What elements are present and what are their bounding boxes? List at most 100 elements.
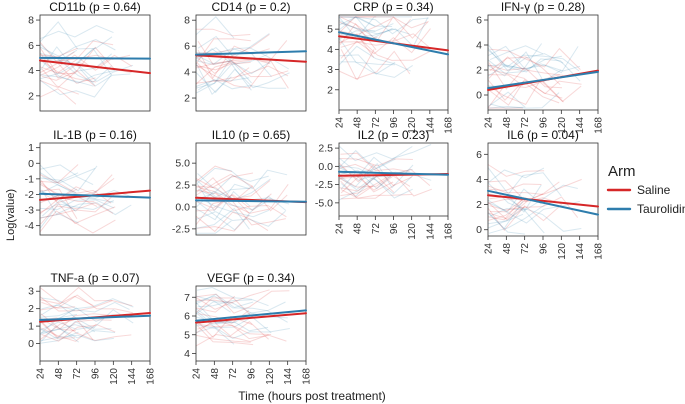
trajectory-line xyxy=(195,16,235,39)
trajectory-line xyxy=(487,45,579,74)
trajectory-line xyxy=(340,175,414,197)
trajectory-line xyxy=(339,33,375,58)
trend-line-taurolidine xyxy=(39,56,151,60)
trajectory-line xyxy=(39,199,115,211)
y-tick-label: 0.0 xyxy=(318,161,333,173)
x-tick-label: 96 xyxy=(389,117,400,129)
trajectory-line xyxy=(195,46,272,75)
trajectory-line xyxy=(338,16,393,31)
panel-title: IL6 (p = 0.04) xyxy=(507,128,579,142)
trajectory-line xyxy=(197,185,288,212)
trajectory-line xyxy=(488,202,526,221)
x-tick-label: 168 xyxy=(594,243,605,260)
y-tick-label: 4 xyxy=(184,67,190,79)
trajectory-line xyxy=(197,299,252,308)
x-tick-label: 72 xyxy=(228,368,239,380)
y-tick-label: 3 xyxy=(28,286,34,298)
trajectory-line xyxy=(39,49,78,62)
trajectory-line xyxy=(40,321,76,339)
trajectory-line xyxy=(40,213,79,224)
x-tick-label: 96 xyxy=(539,243,550,255)
trajectory-line xyxy=(195,198,271,231)
trajectory-line xyxy=(487,188,542,213)
trajectory-line xyxy=(195,59,289,89)
x-tick-label: 120 xyxy=(407,223,418,240)
trajectory-line xyxy=(341,194,412,200)
y-tick-label: 8 xyxy=(28,15,34,27)
x-tick-label: 48 xyxy=(353,117,364,129)
trajectory-line xyxy=(338,146,413,170)
trajectory-line xyxy=(39,319,112,338)
trajectory-line xyxy=(338,16,376,27)
y-tick-label: 2.5 xyxy=(175,180,190,192)
trajectory-line xyxy=(338,144,432,162)
trend-line-saline xyxy=(195,54,307,63)
y-tick-label: -2.5 xyxy=(315,179,333,191)
x-tick-label: 24 xyxy=(484,243,495,255)
trajectory-line xyxy=(39,74,94,87)
trajectory-line xyxy=(340,61,413,78)
trajectory-line xyxy=(39,164,94,186)
trajectory-line xyxy=(487,164,545,177)
panel-title: CD14 (p = 0.2) xyxy=(211,0,290,14)
x-tick-label: 96 xyxy=(91,368,102,380)
y-tick-label: -5.0 xyxy=(315,197,333,209)
trajectory-line xyxy=(487,180,560,202)
y-tick-label: 3 xyxy=(327,64,333,76)
trend-line-saline xyxy=(487,194,599,208)
trajectory-line xyxy=(40,320,96,340)
trajectory-line xyxy=(338,162,414,189)
y-tick-label: 2 xyxy=(28,90,34,102)
x-tick-label: 120 xyxy=(265,368,276,385)
trajectory-line xyxy=(39,39,116,59)
y-tick-label: 4 xyxy=(28,65,34,77)
trajectory-line xyxy=(41,71,76,81)
panel-title: IFN-γ (p = 0.28) xyxy=(501,0,585,14)
trajectory-line xyxy=(487,43,543,70)
trajectory-line xyxy=(41,301,76,309)
trajectory-line xyxy=(338,157,396,173)
trajectory-line xyxy=(196,286,269,307)
trajectory-line xyxy=(489,196,579,218)
trend-line-taurolidine xyxy=(195,199,307,203)
trajectory-line xyxy=(487,49,580,72)
trajectory-line xyxy=(195,210,286,227)
trajectory-line xyxy=(39,21,113,50)
x-tick-label: 48 xyxy=(353,223,364,235)
trajectory-line xyxy=(339,30,430,61)
x-tick-label: 168 xyxy=(302,368,313,385)
trajectory-line xyxy=(338,16,429,35)
trajectory-line xyxy=(340,152,410,173)
y-tick-label: 2 xyxy=(476,65,482,77)
x-tick-label: 72 xyxy=(371,117,382,129)
trajectory-line xyxy=(40,46,113,72)
panel-title: VEGF (p = 0.34) xyxy=(207,271,295,285)
y-tick-label: -1 xyxy=(25,173,34,185)
y-tick-label: 0 xyxy=(28,158,34,170)
trajectory-line xyxy=(39,296,113,312)
trajectory-line xyxy=(195,199,286,226)
trajectory-line xyxy=(487,51,562,83)
trajectory-line xyxy=(488,204,546,234)
trajectory-line xyxy=(487,44,581,72)
x-tick-label: 24 xyxy=(335,223,346,235)
y-tick-label: 0 xyxy=(476,90,482,102)
legend-label-saline: Saline xyxy=(637,183,671,197)
y-tick-label: -3 xyxy=(25,205,34,217)
panel-frame xyxy=(39,14,151,112)
y-tick-label: 0.0 xyxy=(175,201,190,213)
trajectory-line xyxy=(195,297,254,318)
trajectory-line xyxy=(41,68,79,95)
trajectory-line xyxy=(39,25,114,40)
y-tick-label: 4 xyxy=(476,40,482,52)
trajectory-line xyxy=(338,16,412,40)
trajectory-line xyxy=(39,317,132,342)
y-tick-label: 6 xyxy=(476,149,482,161)
trajectory-line xyxy=(197,62,289,82)
trajectory-line xyxy=(340,49,411,80)
trajectory-line xyxy=(488,56,564,79)
y-tick-label: 6 xyxy=(184,41,190,53)
x-tick-label: 24 xyxy=(36,368,47,380)
x-tick-label: 48 xyxy=(210,368,221,380)
